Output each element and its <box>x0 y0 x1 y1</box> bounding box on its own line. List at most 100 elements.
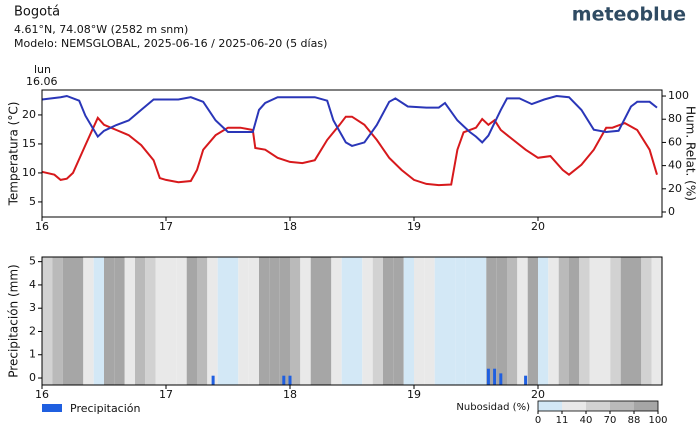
cloud-band <box>186 257 197 385</box>
precip-bar <box>486 368 490 385</box>
precip-bar <box>288 375 292 385</box>
cloud-band <box>496 257 507 385</box>
y-tick-label: 10 <box>22 166 36 179</box>
cloud-band <box>114 257 125 385</box>
cloud-band <box>641 257 652 385</box>
precip-bar <box>211 375 215 385</box>
cloud-band <box>155 257 166 385</box>
cloud-band <box>589 257 600 385</box>
cloud-band <box>207 257 218 385</box>
cloud-band <box>93 257 104 385</box>
cloud-band <box>135 257 146 385</box>
cloud-band <box>248 257 259 385</box>
cloud-band <box>166 257 177 385</box>
colorbar-segment <box>610 401 634 411</box>
x-tick-label: 19 <box>407 220 421 233</box>
cloud-band <box>259 257 270 385</box>
y2-tick-label: 60 <box>668 135 682 148</box>
cloud-band <box>300 257 311 385</box>
x-tick-label: 19 <box>407 388 421 401</box>
y-tick-label: 0 <box>29 371 36 384</box>
cloud-band <box>579 257 590 385</box>
coords: 4.61°N, 74.08°W (2582 m snm) <box>14 23 188 36</box>
cloud-band <box>52 257 63 385</box>
cloud-band <box>176 257 187 385</box>
cloud-band <box>600 257 611 385</box>
cloud-band <box>73 257 84 385</box>
colorbar-segment <box>586 401 610 411</box>
x-tick-label: 16 <box>35 388 49 401</box>
cloud-band <box>569 257 580 385</box>
colorbar-segment <box>538 401 562 411</box>
colorbar-segment <box>562 401 586 411</box>
cloud-band <box>197 257 208 385</box>
x-tick-label: 17 <box>159 220 173 233</box>
precip-bar <box>499 373 503 385</box>
cloud-band <box>538 257 549 385</box>
cloud-band <box>527 257 538 385</box>
cloud-band <box>465 257 476 385</box>
y2-axis-label: Hum. Relat. (%) <box>684 106 698 201</box>
y-tick-label: 5 <box>29 195 36 208</box>
cloud-band <box>341 257 352 385</box>
cloud-band <box>362 257 373 385</box>
cloud-band <box>124 257 135 385</box>
cloud-band <box>517 257 528 385</box>
cloud-band <box>310 257 321 385</box>
y-tick-label: 15 <box>22 137 36 150</box>
cloud-band <box>217 257 228 385</box>
cloud-band <box>290 257 301 385</box>
plot-frame <box>41 89 663 218</box>
y2-tick-label: 20 <box>668 182 682 195</box>
y-axis-label: Temperatura (°C) <box>7 102 21 207</box>
cloud-band <box>83 257 94 385</box>
line <box>41 94 658 147</box>
cloud-band <box>631 257 642 385</box>
plot-frame <box>41 256 663 386</box>
cloud-band <box>476 257 487 385</box>
cloud-band <box>372 257 383 385</box>
cloud-band <box>383 257 394 385</box>
cloud-band <box>445 257 456 385</box>
y2-tick-label: 100 <box>668 89 689 102</box>
y2-tick-label: 80 <box>668 112 682 125</box>
y-tick-label: 5 <box>29 255 36 268</box>
cloud-band <box>238 257 249 385</box>
y-tick-label: 3 <box>29 301 36 314</box>
logo: meteoblue <box>572 4 686 26</box>
y-tick-label: 4 <box>29 278 36 291</box>
colorbar-label: Nubosidad (%) <box>456 402 530 413</box>
line <box>41 115 658 187</box>
colorbar-tick-label: 100 <box>648 415 667 426</box>
x-tick-label: 16 <box>35 220 49 233</box>
y-tick-label: 1 <box>29 348 36 361</box>
x-tick-label: 17 <box>159 388 173 401</box>
cloud-band <box>228 257 239 385</box>
legend-swatch <box>42 404 62 412</box>
cloud-band <box>331 257 342 385</box>
model: Modelo: NEMSGLOBAL, 2025-06-16 / 2025-06… <box>14 37 327 50</box>
colorbar-tick-label: 11 <box>556 415 569 426</box>
precip-bar <box>282 375 286 385</box>
y2-tick-label: 40 <box>668 159 682 172</box>
cloud-band <box>558 257 569 385</box>
cloud-band <box>403 257 414 385</box>
cloud-band <box>548 257 559 385</box>
cloud-band <box>352 257 363 385</box>
cloud-band <box>393 257 404 385</box>
y2-tick-label: 0 <box>668 205 675 218</box>
y-tick-label: 20 <box>22 108 36 121</box>
x-tick-label: 20 <box>531 220 545 233</box>
precip-bar <box>524 375 528 385</box>
colorbar-frame <box>537 400 659 412</box>
colorbar-tick-label: 40 <box>580 415 593 426</box>
cloud-band <box>145 257 156 385</box>
cloud-band <box>269 257 280 385</box>
x-tick-label: 20 <box>531 388 545 401</box>
x-tick-label: 18 <box>283 388 297 401</box>
cloud-band <box>62 257 73 385</box>
cloud-band <box>42 257 53 385</box>
cloud-band <box>434 257 445 385</box>
cloud-band <box>279 257 290 385</box>
